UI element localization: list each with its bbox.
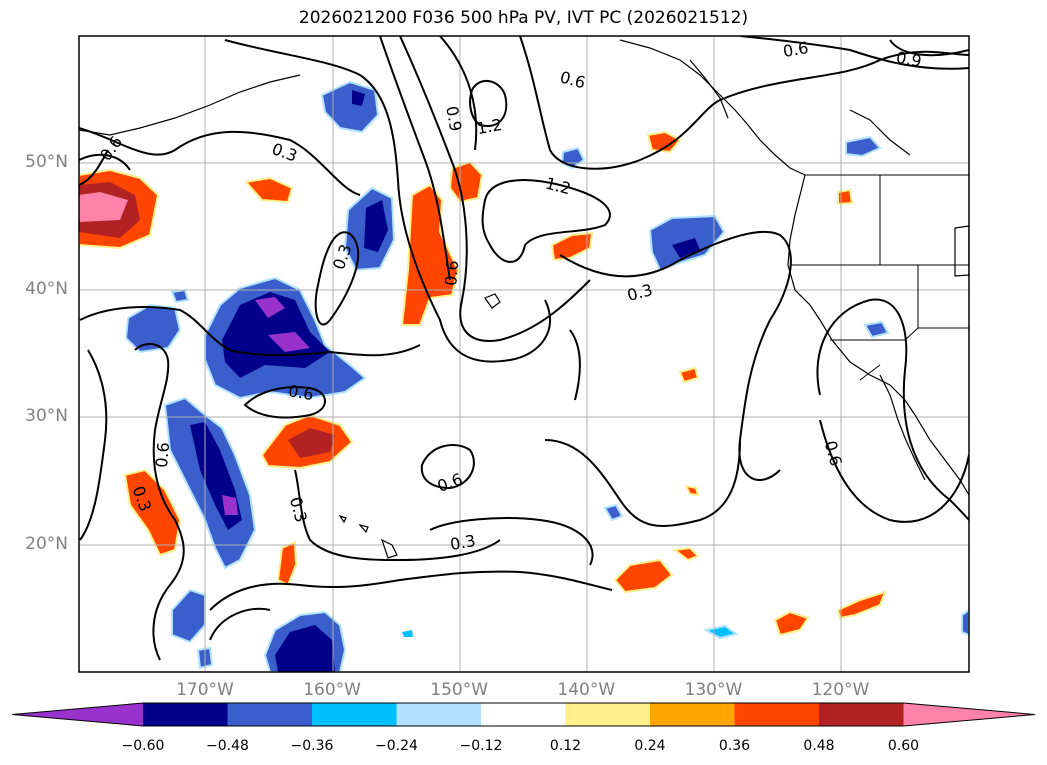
- contour-label: 0.9: [895, 48, 923, 71]
- negative-anomaly-area: [352, 90, 365, 106]
- positive-anomaly-area: [448, 160, 484, 204]
- colorbar-segment: [481, 703, 566, 726]
- contour-label: 0.6: [152, 441, 173, 468]
- colorbar-tick-label: −0.36: [290, 738, 334, 754]
- colorbar-tick-label: −0.24: [375, 738, 418, 754]
- latitude-label: 40°N: [25, 279, 68, 300]
- latitude-label: 50°N: [25, 152, 68, 172]
- contour-label: 0.6: [781, 38, 809, 61]
- colorbar-tick-label: 0.60: [887, 738, 920, 754]
- colorbar-segment: [650, 703, 735, 726]
- colorbar-outline: [11, 702, 1036, 727]
- colorbar: [11, 702, 1036, 727]
- negative-anomaly-area: [222, 495, 238, 515]
- contour-label: 0.6: [287, 381, 315, 404]
- positive-anomaly-area: [672, 546, 700, 562]
- negative-anomaly-area: [961, 608, 969, 637]
- contour-label: 1.2: [475, 115, 503, 138]
- pv-contours: [79, 36, 969, 661]
- longitude-label: 140°W: [557, 680, 616, 700]
- pv-fill-layer: [79, 80, 969, 672]
- negative-anomaly-area: [863, 320, 890, 339]
- positive-anomaly-area: [684, 484, 700, 497]
- colorbar-segment: [396, 703, 482, 726]
- colorbar-segment: [819, 703, 904, 726]
- negative-anomaly-area: [170, 288, 190, 304]
- colorbar-segment: [565, 703, 651, 726]
- map-frame: [78, 35, 970, 673]
- positive-anomaly-area: [836, 590, 887, 620]
- positive-anomaly-area: [837, 188, 854, 206]
- negative-anomaly-area: [124, 303, 182, 354]
- negative-anomaly-area: [364, 200, 388, 252]
- negative-anomaly-area: [402, 630, 413, 637]
- negative-anomaly-area: [672, 238, 700, 258]
- positive-anomaly-area: [646, 130, 682, 154]
- longitude-label: 120°W: [811, 680, 870, 700]
- negative-anomaly-area: [275, 625, 335, 672]
- positive-anomaly-area: [773, 610, 810, 637]
- longitude-label: 170°W: [176, 680, 234, 700]
- colorbar-tick-label: −0.60: [121, 738, 165, 754]
- colorbar-segment: [312, 703, 397, 726]
- longitude-label: 160°W: [303, 680, 361, 700]
- latitude-label: 20°N: [25, 533, 68, 554]
- negative-anomaly-area: [603, 503, 624, 522]
- coastlines: [79, 39, 969, 559]
- contour-label: 0.9: [442, 105, 465, 133]
- positive-anomaly-area: [276, 540, 298, 587]
- negative-anomaly-area: [255, 297, 285, 318]
- map-title: 2026021200 F036 500 hPa PV, IVT PC (2026…: [298, 8, 749, 28]
- longitude-label: 130°W: [684, 680, 743, 700]
- positive-anomaly-area: [244, 176, 294, 204]
- colorbar-tick-label: 0.12: [549, 738, 582, 754]
- positive-anomaly-area: [678, 366, 700, 384]
- colorbar-tick-label: 0.24: [634, 738, 666, 754]
- colorbar-tick-label: 0.48: [803, 738, 835, 754]
- colorbar-tick-label: 0.36: [718, 738, 751, 754]
- contour-label: 0.6: [441, 260, 462, 287]
- positive-anomaly-area: [613, 558, 674, 594]
- negative-anomaly-area: [845, 135, 882, 158]
- positive-anomaly-area: [550, 231, 594, 262]
- colorbar-tick-label: −0.48: [206, 738, 249, 754]
- longitude-label: 150°W: [430, 680, 489, 700]
- colorbar-segment: [227, 703, 313, 726]
- colorbar-segment: [143, 703, 228, 726]
- contour-label: 0.3: [449, 531, 477, 554]
- graticule: [79, 36, 969, 672]
- colorbar-segment: [734, 703, 820, 726]
- positive-anomaly-area: [288, 428, 335, 458]
- negative-anomaly-area: [268, 332, 310, 352]
- latitude-label: 30°N: [25, 406, 68, 427]
- colorbar-extend-max: [903, 703, 1035, 726]
- positive-anomaly-area: [123, 468, 182, 557]
- positive-anomaly-area: [79, 192, 128, 222]
- colorbar-tick-label: −0.12: [459, 738, 503, 754]
- colorbar-extend-min: [12, 703, 143, 726]
